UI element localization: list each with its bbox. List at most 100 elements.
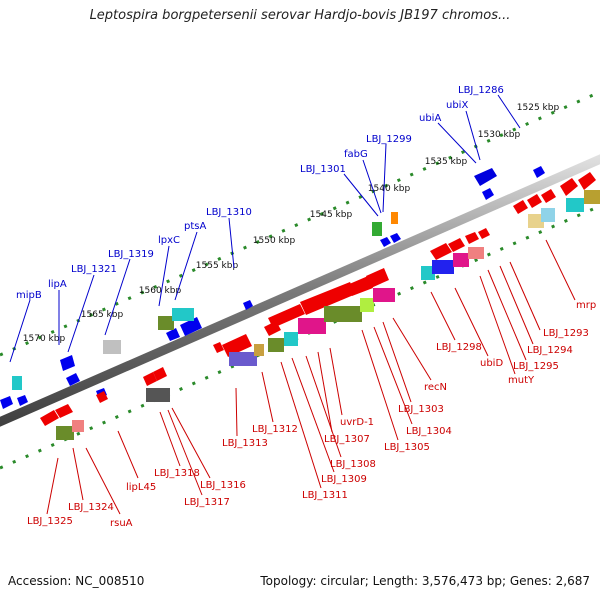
gene-label-LBJ_1295[interactable]: LBJ_1295 bbox=[513, 361, 559, 372]
gene-block[interactable] bbox=[172, 308, 194, 321]
gene-arrow[interactable] bbox=[40, 410, 59, 426]
gene-label-LBJ_1313[interactable]: LBJ_1313 bbox=[222, 438, 268, 449]
gene-label-LBJ_1312[interactable]: LBJ_1312 bbox=[252, 424, 298, 435]
gene-label-LBJ_1310[interactable]: LBJ_1310 bbox=[206, 207, 252, 218]
gene-label-ubiX[interactable]: ubiX bbox=[446, 100, 468, 111]
gene-arrow[interactable] bbox=[448, 238, 465, 252]
gene-label-LBJ_1319[interactable]: LBJ_1319 bbox=[108, 249, 154, 260]
tick-track-inner bbox=[0, 204, 600, 470]
gene-label-LBJ_1286[interactable]: LBJ_1286 bbox=[458, 85, 504, 96]
gene-block[interactable] bbox=[372, 222, 382, 236]
gene-label-fabG[interactable]: fabG bbox=[344, 149, 368, 160]
gene-arrow[interactable] bbox=[222, 334, 252, 357]
gene-label-mutY[interactable]: mutY bbox=[508, 375, 535, 386]
gene-block[interactable] bbox=[324, 306, 362, 322]
gene-label-LBJ_1318[interactable]: LBJ_1318 bbox=[154, 468, 200, 479]
map-title: Leptospira borgpetersenii serovar Hardjo… bbox=[89, 8, 511, 23]
gene-block[interactable] bbox=[584, 190, 600, 204]
gene-arrow[interactable] bbox=[243, 300, 253, 310]
gene-block[interactable] bbox=[254, 344, 264, 356]
gene-arrow[interactable] bbox=[560, 178, 578, 196]
gene-label-recN[interactable]: recN bbox=[424, 382, 447, 393]
gene-arrow[interactable] bbox=[96, 391, 108, 403]
gene-block[interactable] bbox=[158, 316, 174, 330]
gene-block[interactable] bbox=[453, 253, 469, 267]
gene-label-ubiD[interactable]: ubiD bbox=[480, 358, 503, 369]
gene-arrow[interactable] bbox=[166, 328, 180, 341]
gene-label-LBJ_1316[interactable]: LBJ_1316 bbox=[200, 480, 246, 491]
gene-arrow[interactable] bbox=[347, 276, 373, 296]
gene-label-LBJ_1303[interactable]: LBJ_1303 bbox=[398, 404, 444, 415]
gene-block[interactable] bbox=[373, 288, 395, 302]
gene-block[interactable] bbox=[268, 338, 284, 352]
gene-arrow[interactable] bbox=[66, 373, 80, 386]
gene-label-LBJ_1309[interactable]: LBJ_1309 bbox=[321, 474, 367, 485]
gene-arrow[interactable] bbox=[143, 372, 157, 386]
gene-block[interactable] bbox=[391, 212, 398, 224]
gene-label-LBJ_1298[interactable]: LBJ_1298 bbox=[436, 342, 482, 353]
gene-arrow[interactable] bbox=[478, 228, 490, 239]
gene-arrow[interactable] bbox=[60, 355, 75, 371]
gene-arrow[interactable] bbox=[527, 194, 542, 208]
gene-arrow[interactable] bbox=[213, 342, 224, 353]
gene-label-LBJ_1293[interactable]: LBJ_1293 bbox=[543, 328, 589, 339]
gene-label-mrp[interactable]: mrp bbox=[576, 300, 596, 311]
gene-label-mipB[interactable]: mipB bbox=[16, 290, 42, 301]
gene-label-LBJ_1317[interactable]: LBJ_1317 bbox=[184, 497, 230, 508]
gene-label-ptsA[interactable]: ptsA bbox=[184, 221, 206, 232]
kbp-label: 1525 kbp bbox=[517, 103, 560, 113]
gene-block[interactable] bbox=[468, 247, 484, 259]
gene-label-LBJ_1294[interactable]: LBJ_1294 bbox=[527, 345, 573, 356]
gene-arrow[interactable] bbox=[380, 237, 391, 247]
gene-arrow[interactable] bbox=[465, 232, 479, 244]
gene-block[interactable] bbox=[103, 340, 121, 354]
gene-arrow[interactable] bbox=[541, 189, 556, 203]
gene-arrow[interactable] bbox=[474, 168, 497, 186]
gene-label-LBJ_1308[interactable]: LBJ_1308 bbox=[330, 459, 376, 470]
gene-label-lipL45[interactable]: lipL45 bbox=[126, 482, 156, 493]
gene-label-LBJ_1325[interactable]: LBJ_1325 bbox=[27, 516, 73, 527]
gene-block[interactable] bbox=[528, 214, 544, 228]
gene-arrow[interactable] bbox=[482, 188, 494, 200]
gene-arrow[interactable] bbox=[180, 317, 202, 336]
gene-block[interactable] bbox=[541, 208, 555, 222]
gene-arrow[interactable] bbox=[268, 304, 305, 328]
gene-label-LBJ_1311[interactable]: LBJ_1311 bbox=[302, 490, 348, 501]
gene-block[interactable] bbox=[229, 352, 257, 366]
gene-label-LBJ_1321[interactable]: LBJ_1321 bbox=[71, 264, 117, 275]
gene-block[interactable] bbox=[421, 266, 435, 280]
gene-block[interactable] bbox=[146, 388, 170, 402]
gene-arrow[interactable] bbox=[366, 268, 389, 288]
gene-arrow[interactable] bbox=[390, 233, 401, 243]
gene-label-LBJ_1305[interactable]: LBJ_1305 bbox=[384, 442, 430, 453]
gene-label-LBJ_1301[interactable]: LBJ_1301 bbox=[300, 164, 346, 175]
gene-block[interactable] bbox=[56, 426, 74, 440]
gene-label-rsuA[interactable]: rsuA bbox=[110, 518, 133, 529]
kbp-label: 1550 kbp bbox=[253, 236, 296, 246]
gene-label-lpxC[interactable]: lpxC bbox=[158, 235, 180, 246]
gene-block[interactable] bbox=[298, 318, 326, 334]
gene-arrow[interactable] bbox=[578, 172, 596, 190]
gene-arrow[interactable] bbox=[300, 282, 356, 315]
gene-block[interactable] bbox=[566, 198, 584, 212]
kbp-scale: 1525 kbp 1530 kbp 1535 kbp 1540 kbp 1545… bbox=[23, 103, 560, 344]
gene-label-uvrD-1[interactable]: uvrD-1 bbox=[340, 417, 374, 428]
gene-label-ubiA[interactable]: ubiA bbox=[419, 113, 441, 124]
gene-label-lipA[interactable]: lipA bbox=[48, 279, 67, 290]
gene-label-LBJ_1299[interactable]: LBJ_1299 bbox=[366, 134, 412, 145]
gene-arrow[interactable] bbox=[153, 367, 167, 381]
gene-block[interactable] bbox=[432, 260, 454, 274]
gene-arrow[interactable] bbox=[0, 396, 13, 409]
gene-arrow[interactable] bbox=[17, 395, 28, 406]
gene-arrow[interactable] bbox=[55, 404, 73, 418]
gene-block[interactable] bbox=[360, 298, 374, 312]
gene-label-LBJ_1307[interactable]: LBJ_1307 bbox=[324, 434, 370, 445]
gene-block[interactable] bbox=[284, 332, 298, 346]
gene-arrow[interactable] bbox=[430, 243, 452, 260]
gene-arrow[interactable] bbox=[513, 200, 528, 214]
gene-block[interactable] bbox=[72, 420, 84, 432]
gene-label-LBJ_1324[interactable]: LBJ_1324 bbox=[68, 502, 114, 513]
gene-label-LBJ_1304[interactable]: LBJ_1304 bbox=[406, 426, 452, 437]
gene-arrow[interactable] bbox=[533, 166, 545, 178]
gene-block[interactable] bbox=[12, 376, 22, 390]
